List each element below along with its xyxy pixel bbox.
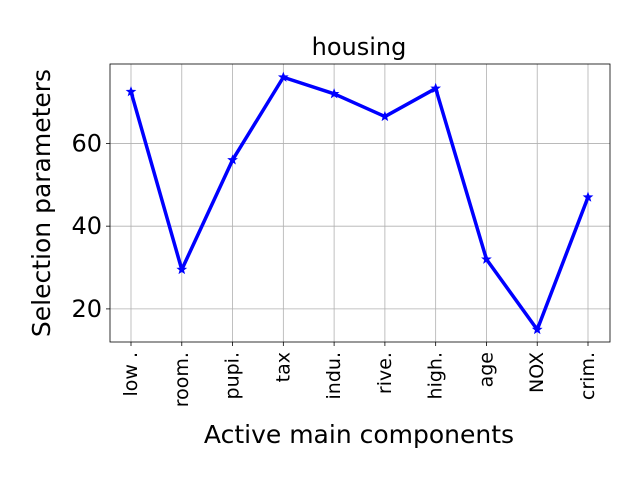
x-tick-label: low . bbox=[120, 352, 142, 397]
x-tick-label: pupi. bbox=[222, 352, 244, 399]
x-axis-label: Active main components bbox=[204, 420, 514, 449]
data-point bbox=[531, 323, 543, 335]
data-point bbox=[582, 191, 594, 202]
y-tick-label: 60 bbox=[71, 129, 102, 157]
y-axis-label: Selection parameters bbox=[27, 69, 56, 337]
data-point bbox=[125, 86, 137, 97]
grid bbox=[110, 64, 610, 342]
chart-title: housing bbox=[312, 33, 407, 61]
x-tick-label: rive. bbox=[374, 352, 396, 394]
data-point bbox=[481, 253, 492, 264]
x-tick-label: tax bbox=[272, 352, 294, 382]
data-point bbox=[227, 154, 238, 165]
plot-frame bbox=[109, 63, 611, 343]
series-layer bbox=[125, 71, 594, 335]
x-tick-label: age bbox=[475, 352, 497, 387]
data-point bbox=[328, 88, 340, 99]
x-tick-label: indu. bbox=[323, 352, 345, 399]
x-tick-label: NOX bbox=[526, 352, 548, 393]
y-tick-label: 20 bbox=[71, 295, 102, 323]
data-point bbox=[430, 82, 442, 93]
x-tick-label: crim. bbox=[577, 352, 599, 400]
x-tick-label: room. bbox=[171, 352, 193, 407]
x-axis: low . room. pupi. tax indu. rive. high. age NOX c… bbox=[120, 342, 599, 407]
series-line bbox=[129, 75, 590, 332]
data-point bbox=[277, 71, 289, 82]
x-tick-label: high. bbox=[425, 352, 447, 399]
data-point bbox=[176, 263, 188, 275]
y-axis: 20 40 60 bbox=[71, 129, 110, 323]
data-point bbox=[379, 110, 391, 122]
y-tick-label: 40 bbox=[71, 212, 102, 240]
